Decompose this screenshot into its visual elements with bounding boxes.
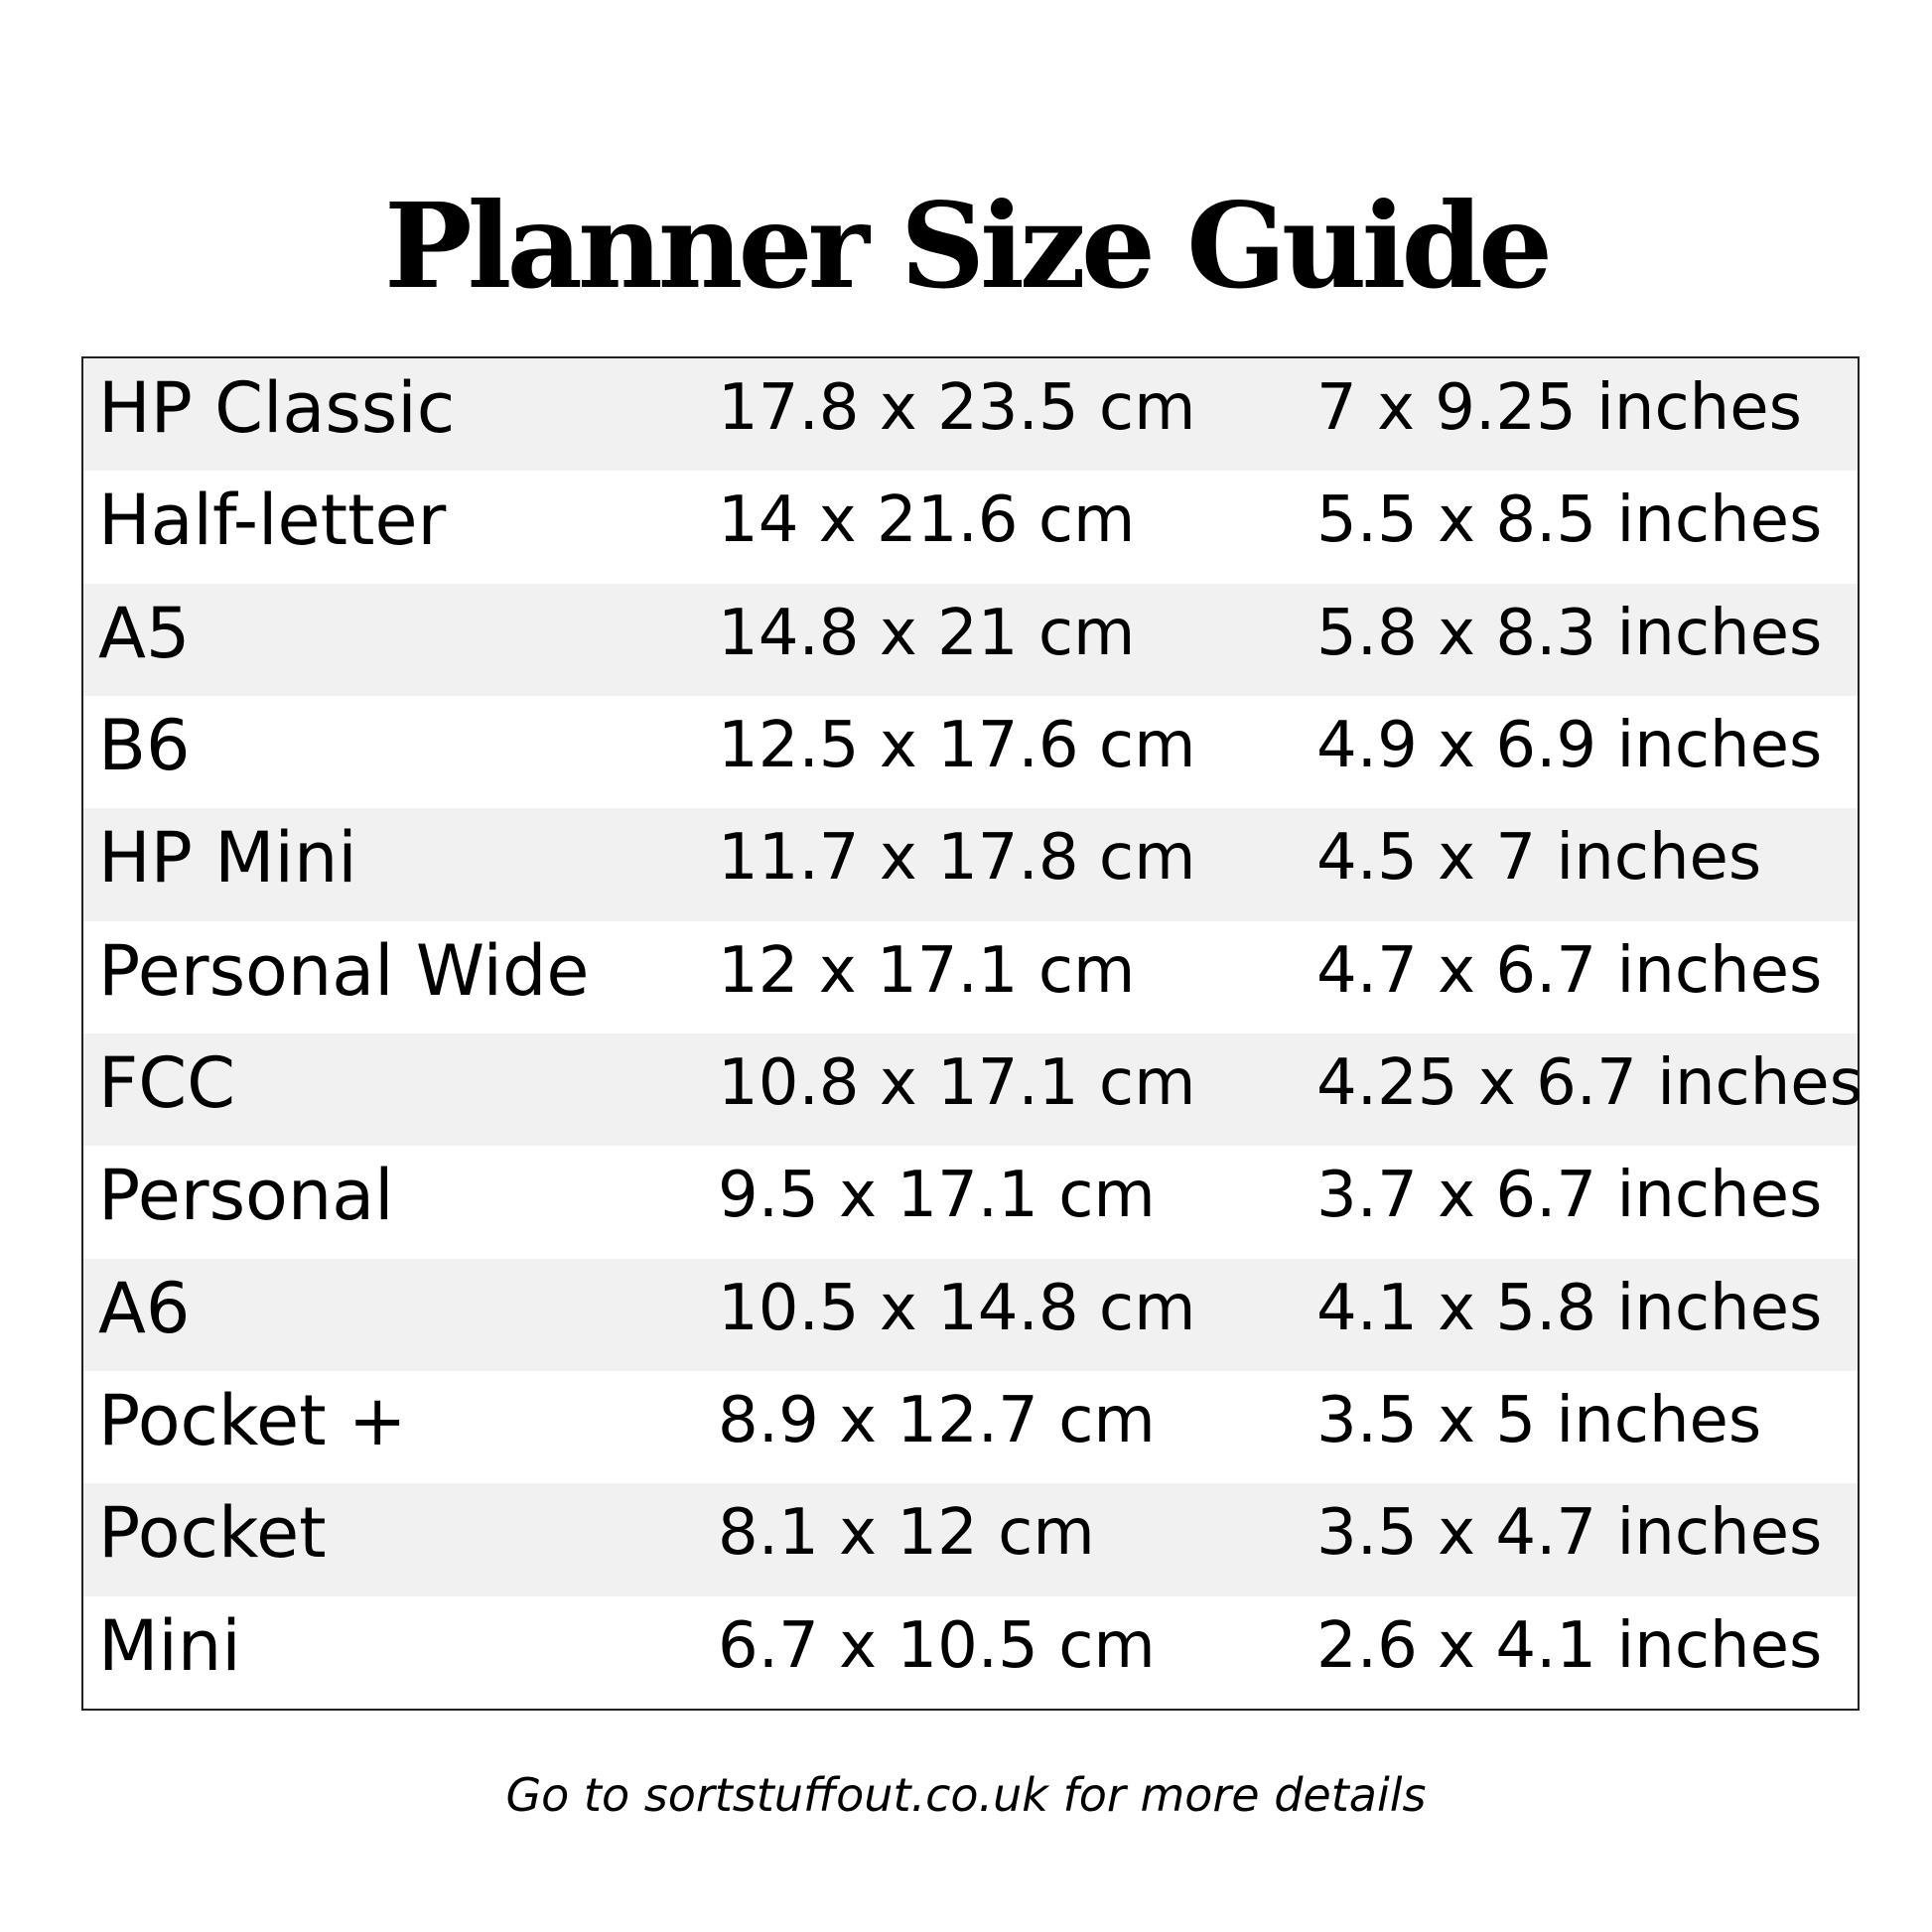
size-inches: 4.25 x 6.7 inches (1316, 1045, 1863, 1120)
size-inches: 5.5 x 8.5 inches (1316, 483, 1823, 558)
size-cm: 12.5 x 17.6 cm (718, 708, 1196, 782)
size-cm: 10.8 x 17.1 cm (718, 1045, 1196, 1120)
table-row: HP Classic 17.8 x 23.5 cm 7 x 9.25 inches (83, 358, 1858, 472)
table-row: Pocket 8.1 x 12 cm 3.5 x 4.7 inches (83, 1483, 1858, 1596)
size-cm: 8.1 x 12 cm (718, 1496, 1095, 1571)
table-row: Half-letter 14 x 21.6 cm 5.5 x 8.5 inches (83, 471, 1858, 583)
table-row: A5 14.8 x 21 cm 5.8 x 8.3 inches (83, 583, 1858, 696)
planner-name: Half-letter (98, 480, 447, 562)
size-cm: 12 x 17.1 cm (718, 933, 1136, 1008)
size-inches: 4.5 x 7 inches (1316, 821, 1762, 896)
size-inches: 4.7 x 6.7 inches (1316, 933, 1823, 1008)
size-inches: 3.5 x 5 inches (1316, 1383, 1762, 1457)
table-row: Mini 6.7 x 10.5 cm 2.6 x 4.1 inches (83, 1596, 1858, 1709)
size-cm: 14 x 21.6 cm (718, 483, 1136, 558)
planner-name: HP Mini (98, 817, 357, 899)
table-row: B6 12.5 x 17.6 cm 4.9 x 6.9 inches (83, 696, 1858, 808)
size-inches: 3.7 x 6.7 inches (1316, 1159, 1823, 1233)
table-row: Pocket + 8.9 x 12.7 cm 3.5 x 5 inches (83, 1371, 1858, 1483)
size-cm: 9.5 x 17.1 cm (718, 1159, 1156, 1233)
footer-note: Go to sortstuffout.co.uk for more detail… (505, 1768, 1427, 1822)
planner-name: Pocket (98, 1492, 327, 1575)
size-cm: 10.5 x 14.8 cm (718, 1271, 1196, 1345)
size-inches: 4.1 x 5.8 inches (1316, 1271, 1823, 1345)
size-cm: 8.9 x 12.7 cm (718, 1383, 1156, 1457)
planner-name: FCC (98, 1041, 236, 1124)
table-row: A6 10.5 x 14.8 cm 4.1 x 5.8 inches (83, 1258, 1858, 1371)
size-inches: 2.6 x 4.1 inches (1316, 1608, 1823, 1683)
planner-name: Personal Wide (98, 929, 590, 1012)
planner-name: Pocket + (98, 1379, 407, 1461)
table-row: FCC 10.8 x 17.1 cm 4.25 x 6.7 inches (83, 1033, 1863, 1147)
page-title: Planner Size Guide (383, 177, 1553, 315)
size-cm: 6.7 x 10.5 cm (718, 1608, 1156, 1683)
size-inches: 7 x 9.25 inches (1316, 371, 1802, 445)
planner-name: A5 (98, 592, 191, 674)
size-inches: 3.5 x 4.7 inches (1316, 1496, 1823, 1571)
table-row: HP Mini 11.7 x 17.8 cm 4.5 x 7 inches (83, 808, 1858, 921)
planner-name: Personal (98, 1155, 394, 1237)
planner-name: A6 (98, 1267, 191, 1349)
size-cm: 14.8 x 21 cm (718, 596, 1136, 670)
planner-name: Mini (98, 1604, 241, 1687)
size-cm: 17.8 x 23.5 cm (718, 371, 1196, 445)
planner-name: HP Classic (98, 367, 456, 449)
table-row: Personal Wide 12 x 17.1 cm 4.7 x 6.7 inche… (83, 921, 1858, 1034)
size-inches: 4.9 x 6.9 inches (1316, 708, 1823, 782)
size-table: HP Classic 17.8 x 23.5 cm 7 x 9.25 inches H… (81, 356, 1863, 1711)
size-inches: 5.8 x 8.3 inches (1316, 596, 1823, 670)
size-cm: 11.7 x 17.8 cm (718, 821, 1196, 896)
planner-name: B6 (98, 704, 191, 786)
table-row: Personal 9.5 x 17.1 cm 3.7 x 6.7 inches (83, 1146, 1858, 1258)
